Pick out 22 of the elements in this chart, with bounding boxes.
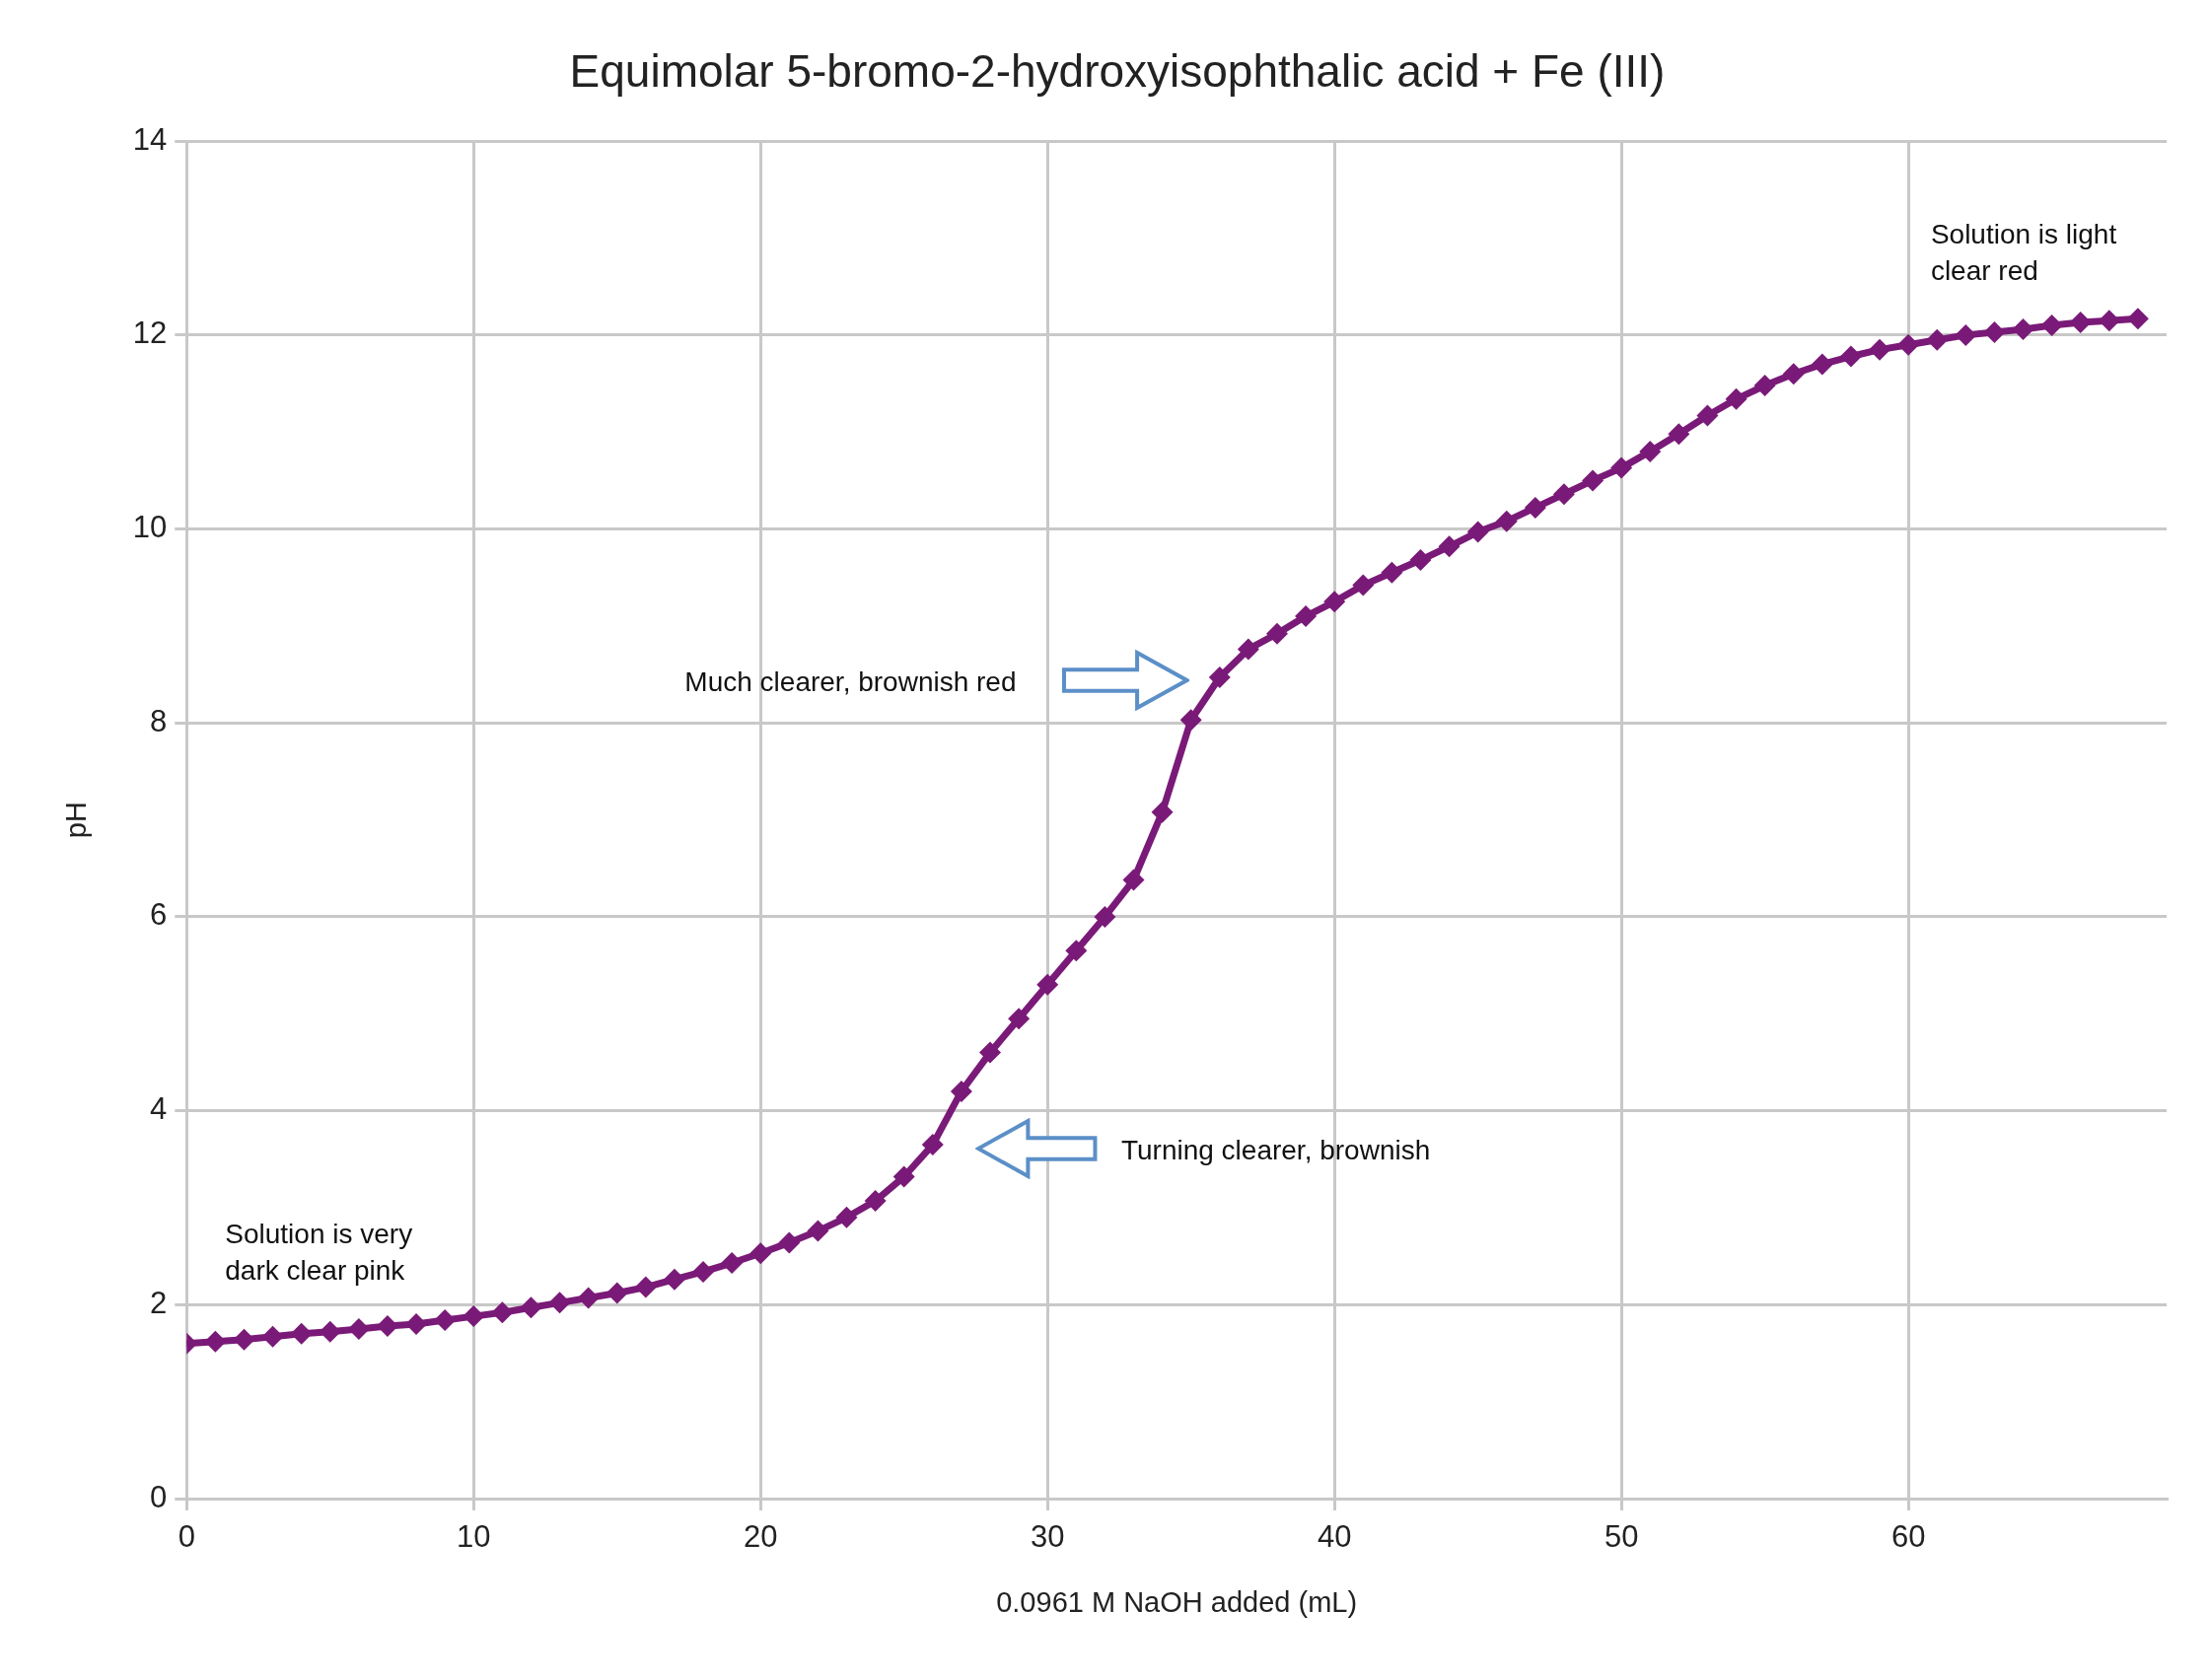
y-tick-label: 4 (150, 1091, 168, 1127)
x-tick-label: 40 (1317, 1519, 1352, 1555)
x-tick-label: 60 (1890, 1519, 1926, 1555)
annotation: Much clearer, brownish red (683, 665, 1017, 699)
x-tick-label: 10 (457, 1519, 491, 1555)
x-tick-label: 50 (1604, 1519, 1639, 1555)
y-tick-label: 14 (132, 121, 168, 157)
y-tick-label: 8 (150, 703, 168, 738)
x-tick-label: 0 (178, 1519, 195, 1555)
chart-title: Equimolar 5-bromo-2-hydroxyisophthalic acid + Fe (III) (569, 45, 1666, 98)
x-axis-title: 0.0961 M NaOH added (mL) (996, 1585, 1358, 1618)
y-tick-label: 12 (132, 315, 168, 351)
x-tick-label: 20 (743, 1519, 778, 1555)
annotation: Solution is very dark clear pink (225, 1217, 414, 1288)
y-tick-label: 6 (150, 897, 168, 933)
y-tick-label: 10 (132, 510, 168, 545)
y-tick-label: 0 (150, 1479, 168, 1514)
x-tick-label: 30 (1030, 1519, 1065, 1555)
annotation: Turning clearer, brownish (1120, 1133, 1432, 1167)
annotation: Solution is light clear red (1930, 218, 2118, 289)
y-axis-title: pH (60, 802, 93, 839)
y-tick-label: 2 (150, 1285, 168, 1320)
